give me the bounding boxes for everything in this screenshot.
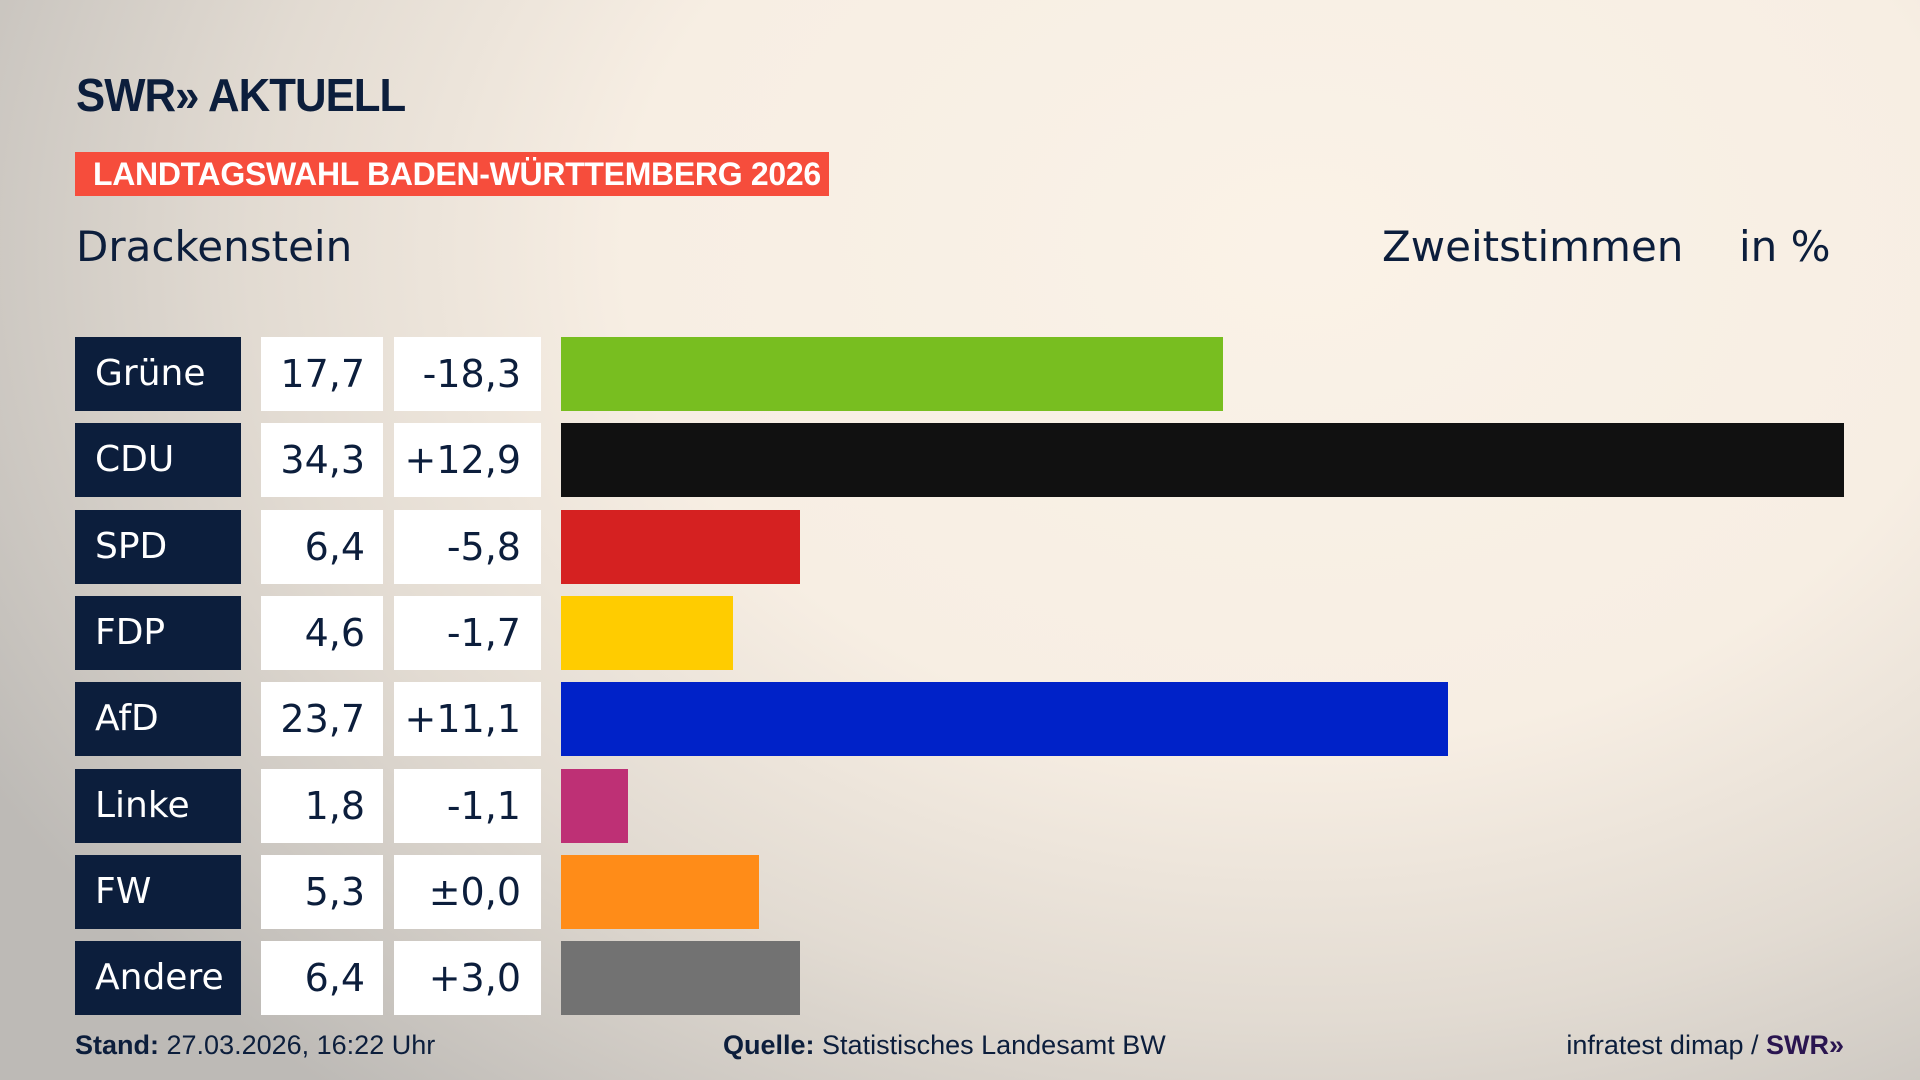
source-value: Statistisches Landesamt BW xyxy=(822,1030,1166,1060)
bar xyxy=(561,509,801,584)
value-label: 4,6 xyxy=(261,595,383,670)
diff-label: +3,0 xyxy=(394,941,541,1016)
swr-logo: SWR» xyxy=(1765,1030,1844,1060)
bar xyxy=(561,682,1448,757)
value-label: 1,8 xyxy=(261,768,383,843)
source-label: Quelle: xyxy=(723,1030,815,1060)
party-label: CDU xyxy=(75,423,241,498)
diff-label: -5,8 xyxy=(394,509,541,584)
party-label: FW xyxy=(75,854,241,929)
value-label: 23,7 xyxy=(261,682,383,757)
diff-label: -1,7 xyxy=(394,595,541,670)
value-label: 5,3 xyxy=(261,854,383,929)
place-title: Drackenstein xyxy=(76,222,353,271)
diff-label: -1,1 xyxy=(394,768,541,843)
chart-row: FDP 4,6 -1,7 xyxy=(0,595,1920,670)
chart-row: CDU 34,3 +12,9 xyxy=(0,423,1920,498)
election-banner: LANDTAGSWAHL BADEN-WÜRTTEMBERG 2026 xyxy=(75,152,829,196)
timestamp: Stand: 27.03.2026, 16:22 Uhr xyxy=(75,1030,435,1061)
metric-label: Zweitstimmen xyxy=(1382,222,1684,271)
value-label: 34,3 xyxy=(261,423,383,498)
chart-row: SPD 6,4 -5,8 xyxy=(0,509,1920,584)
value-label: 6,4 xyxy=(261,941,383,1016)
diff-label: +11,1 xyxy=(394,682,541,757)
stand-value: 27.03.2026, 16:22 Uhr xyxy=(166,1030,436,1060)
party-label: Grüne xyxy=(75,337,241,411)
credit: infratest dimap / SWR» xyxy=(1566,1030,1844,1061)
source: Quelle: Statistisches Landesamt BW xyxy=(723,1030,1166,1061)
party-label: Andere xyxy=(75,941,241,1016)
diff-label: ±0,0 xyxy=(394,854,541,929)
party-label: Linke xyxy=(75,768,241,843)
chart-row: Grüne 17,7 -18,3 xyxy=(0,337,1920,411)
bar xyxy=(561,854,760,929)
diff-label: +12,9 xyxy=(394,423,541,498)
bar xyxy=(561,595,734,670)
party-label: AfD xyxy=(75,682,241,757)
bar xyxy=(561,423,1844,498)
credit-text: infratest dimap / xyxy=(1566,1030,1766,1060)
swr-aktuell-logo: SWR» AKTUELL xyxy=(76,69,406,121)
value-label: 17,7 xyxy=(261,337,383,411)
party-label: SPD xyxy=(75,509,241,584)
unit-label: in % xyxy=(1739,222,1831,271)
chart-row: Andere 6,4 +3,0 xyxy=(0,941,1920,1016)
bar xyxy=(561,768,629,843)
diff-label: -18,3 xyxy=(394,337,541,411)
value-label: 6,4 xyxy=(261,509,383,584)
party-label: FDP xyxy=(75,595,241,670)
bar xyxy=(561,941,801,1016)
bar xyxy=(561,337,1224,411)
chart-row: AfD 23,7 +11,1 xyxy=(0,682,1920,757)
stand-label: Stand: xyxy=(75,1030,159,1060)
chart-row: Linke 1,8 -1,1 xyxy=(0,768,1920,843)
chart-row: FW 5,3 ±0,0 xyxy=(0,854,1920,929)
